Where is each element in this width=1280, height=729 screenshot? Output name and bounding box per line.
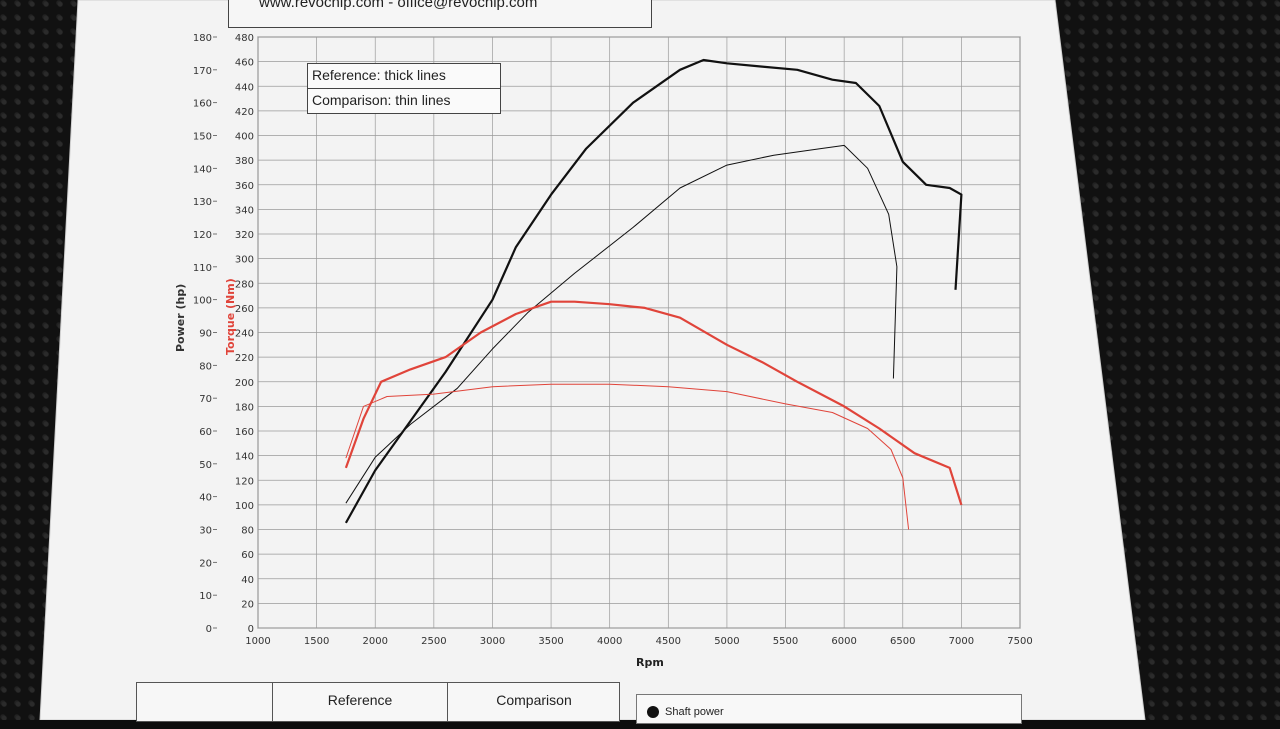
x-tick-label: 3000 [480, 636, 505, 647]
power-tick-label: 150 [193, 132, 212, 143]
torque-tick-label: 460 [235, 58, 254, 69]
table-header-reference: Reference [273, 683, 448, 721]
power-tick-label: 120 [193, 230, 212, 241]
x-tick-label: 7500 [1007, 636, 1032, 647]
power-tick-label: 80 [199, 361, 212, 372]
power-comparison-line [345, 144, 898, 504]
torque-tick-label: 340 [235, 205, 254, 216]
torque-tick-label: 440 [235, 82, 254, 93]
power-tick-label: 180 [193, 33, 212, 44]
power-tick-label: 50 [199, 460, 212, 471]
results-table: Reference Comparison [136, 682, 620, 722]
y-axis-label-torque: Torque (Nm) [224, 278, 237, 355]
torque-tick-label: 300 [235, 255, 254, 266]
power-tick-label: 170 [193, 66, 212, 77]
x-tick-label: 2500 [421, 636, 446, 647]
torque-tick-label: 0 [248, 624, 254, 635]
power-tick-label: 30 [199, 526, 212, 537]
power-tick-label: 140 [193, 164, 212, 175]
x-tick-label: 4000 [597, 636, 622, 647]
x-tick-label: 6000 [831, 636, 856, 647]
torque-tick-label: 140 [235, 452, 254, 463]
x-tick-label: 6500 [890, 636, 915, 647]
power-tick-label: 60 [199, 427, 212, 438]
table-blank-cell [137, 683, 273, 721]
power-tick-label: 130 [193, 197, 212, 208]
table-header-comparison: Comparison [448, 683, 620, 721]
torque-tick-label: 200 [235, 378, 254, 389]
power-tick-label: 70 [199, 394, 212, 405]
power-tick-label: 100 [193, 296, 212, 307]
torque-tick-label: 320 [235, 230, 254, 241]
shaft-power-label: Shaft power [665, 706, 724, 718]
torque-tick-label: 480 [235, 33, 254, 44]
torque-tick-label: 60 [241, 550, 254, 561]
contact-text: www.revochip.com - office@revochip.com [259, 0, 538, 11]
torque-reference-line [344, 300, 963, 506]
legend-reference: Reference: thick lines [307, 63, 501, 89]
power-tick-label: 110 [193, 263, 212, 274]
x-tick-label: 5500 [773, 636, 798, 647]
table-header-comparison-text: Comparison [496, 692, 572, 708]
torque-tick-label: 380 [235, 156, 254, 167]
power-tick-label: 40 [199, 493, 212, 504]
torque-tick-label: 180 [235, 402, 254, 413]
legend-comparison-label: Comparison: thin lines [312, 92, 451, 108]
x-tick-label: 4500 [656, 636, 681, 647]
power-tick-label: 160 [193, 99, 212, 110]
torque-comparison-line [345, 383, 910, 530]
x-axis-label: Rpm [636, 656, 664, 669]
torque-tick-label: 40 [241, 575, 254, 586]
power-tick-label: 90 [199, 329, 212, 340]
torque-tick-label: 400 [235, 132, 254, 143]
torque-tick-label: 80 [241, 526, 254, 537]
torque-tick-label: 280 [235, 279, 254, 290]
legend-comparison: Comparison: thin lines [307, 88, 501, 114]
torque-tick-label: 20 [241, 599, 254, 610]
torque-tick-label: 220 [235, 353, 254, 364]
bottom-legend: Shaft power [636, 694, 1022, 724]
x-tick-label: 3500 [538, 636, 563, 647]
legend-reference-label: Reference: thick lines [312, 67, 446, 83]
torque-tick-label: 360 [235, 181, 254, 192]
table-header-reference-text: Reference [327, 692, 393, 708]
torque-tick-label: 420 [235, 107, 254, 118]
power-tick-label: 20 [199, 558, 212, 569]
x-tick-label: 7000 [949, 636, 974, 647]
chart-series [344, 58, 963, 530]
power-tick-label: 0 [206, 624, 212, 635]
grid [257, 36, 1021, 629]
torque-tick-label: 160 [235, 427, 254, 438]
axis-ticks: 1000 1500 2000 2500 3000 3500 4000 4500 5000 5500… [193, 33, 1033, 647]
torque-tick-label: 260 [235, 304, 254, 315]
x-tick-label: 2000 [363, 636, 388, 647]
x-tick-label: 1000 [245, 636, 270, 647]
shaft-power-dot-icon [647, 706, 659, 719]
header-box: www.revochip.com - office@revochip.com [228, 0, 652, 28]
y-axis-label-power: Power (hp) [174, 284, 187, 352]
torque-tick-label: 240 [235, 329, 254, 340]
torque-tick-label: 100 [235, 501, 254, 512]
x-tick-label: 1500 [304, 636, 329, 647]
x-tick-label: 5000 [714, 636, 739, 647]
power-tick-label: 10 [199, 591, 212, 602]
torque-tick-label: 120 [235, 476, 254, 487]
power-reference-line [344, 58, 963, 524]
